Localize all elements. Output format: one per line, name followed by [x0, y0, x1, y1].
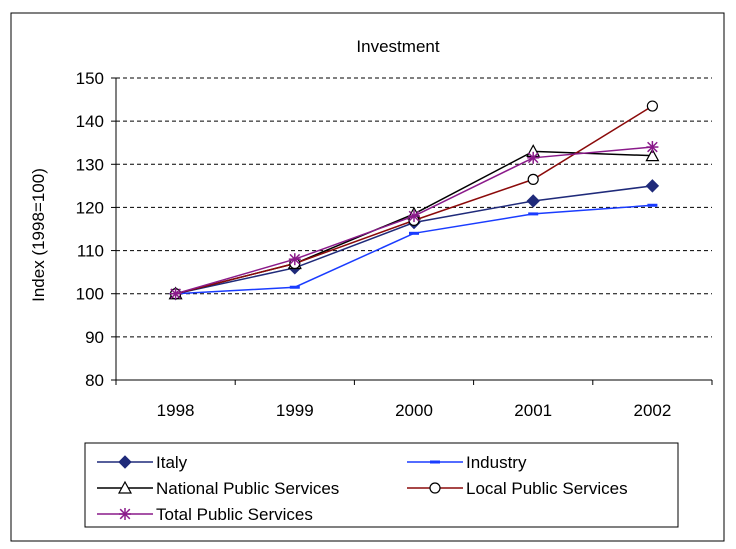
legend-label: Local Public Services	[466, 479, 628, 498]
x-tick-label: 2000	[395, 401, 433, 420]
y-axis-label: Index (1998=100)	[29, 168, 48, 302]
axis-layer: 80 90 100 110 120 130 140 150 1998 1999 2000 2001 20…	[76, 69, 713, 420]
series-total-public-services	[169, 141, 659, 300]
legend-label: National Public Services	[156, 479, 339, 498]
x-tick-label: 2002	[633, 401, 671, 420]
legend-marker	[117, 480, 133, 494]
data-point-industry	[647, 203, 658, 207]
y-tick-label: 120	[76, 198, 104, 217]
y-tick-label: 80	[85, 371, 104, 390]
data-point-total-public-services	[646, 141, 659, 154]
data-point-total-public-services	[169, 287, 182, 300]
legend-marker	[118, 455, 132, 469]
data-point-national-public-services	[645, 148, 660, 162]
legend-item-italy: Italy	[97, 453, 188, 472]
legend-item-total-public-services: Total Public Services	[97, 505, 313, 524]
x-tick-label: 2001	[514, 401, 552, 420]
chart-title: Investment	[356, 37, 439, 56]
y-tick-label: 100	[76, 285, 104, 304]
data-point-industry	[289, 285, 300, 289]
data-point-industry	[528, 212, 539, 216]
legend-label: Industry	[466, 453, 527, 472]
legend-marker	[119, 508, 131, 520]
data-point-industry	[409, 231, 419, 235]
legend-label: Total Public Services	[156, 505, 313, 524]
y-tick-label: 90	[85, 328, 104, 347]
legend-marker	[429, 482, 441, 494]
data-point-italy	[526, 194, 540, 208]
legend-item-industry: Industry	[407, 453, 527, 472]
x-tick-label: 1998	[157, 401, 195, 420]
data-point-total-public-services	[408, 210, 420, 223]
data-point-local-public-services	[527, 173, 539, 185]
y-tick-label: 150	[76, 69, 104, 88]
legend-marker	[430, 460, 440, 464]
legend-label: Italy	[156, 453, 188, 472]
y-tick-label: 140	[76, 112, 104, 131]
x-tick-label: 1999	[276, 401, 314, 420]
series-layer	[168, 100, 660, 301]
legend-box	[84, 442, 679, 528]
data-point-total-public-services	[288, 253, 301, 266]
y-tick-label: 130	[76, 155, 104, 174]
legend: Italy Industry National Public Services Loc…	[84, 442, 679, 528]
legend-item-national-public-services: National Public Services	[97, 479, 339, 498]
y-tick-label: 110	[77, 242, 104, 261]
data-point-local-public-services	[646, 100, 659, 112]
legend-item-local-public-services: Local Public Services	[407, 479, 628, 498]
data-point-italy	[645, 179, 660, 193]
data-point-total-public-services	[527, 151, 540, 164]
grid-layer	[116, 77, 712, 338]
